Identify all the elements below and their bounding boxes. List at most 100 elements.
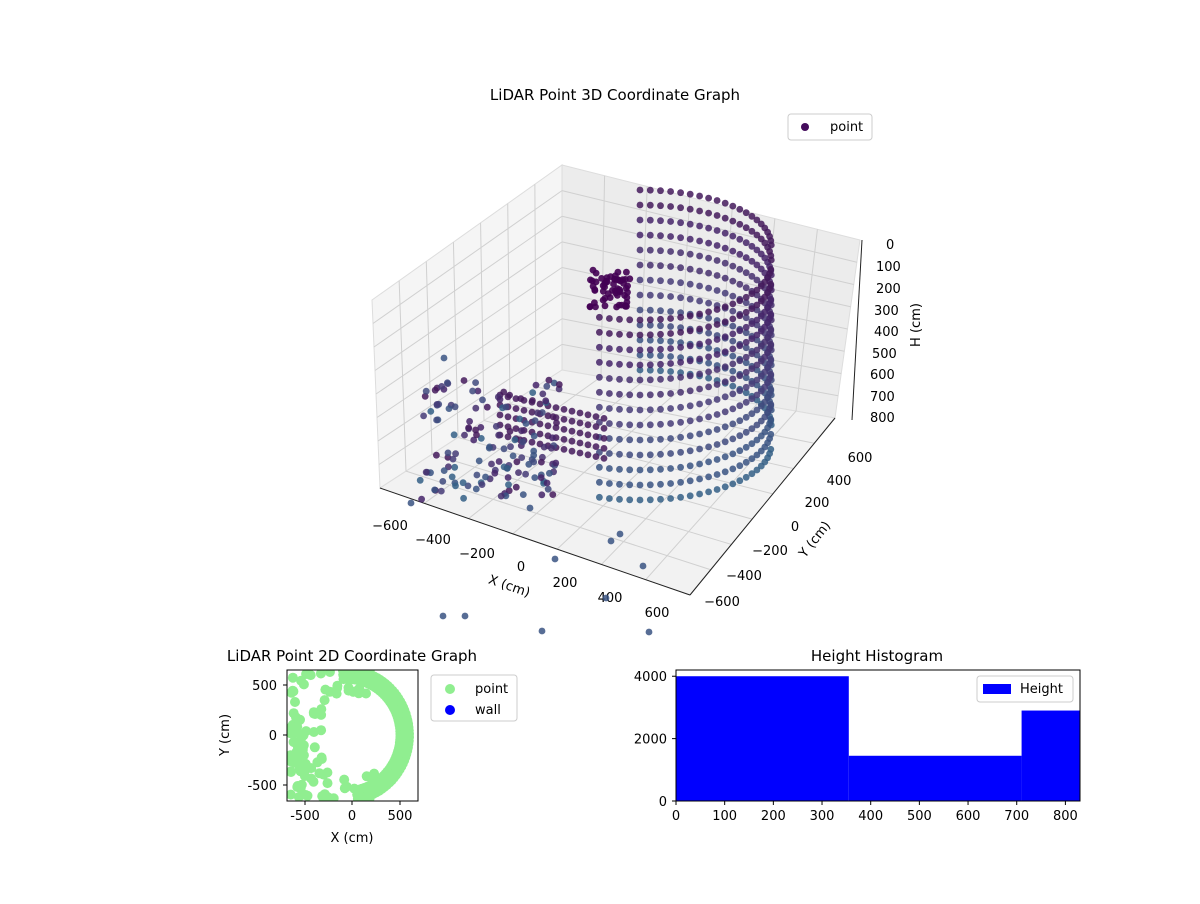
data-point	[496, 396, 504, 403]
scatter-point	[310, 709, 321, 719]
y-ticks-2d	[283, 684, 287, 786]
data-point	[504, 413, 512, 421]
chart-2d: LiDAR Point 2D Coordinate Graph -500 0 5…	[218, 647, 518, 846]
y-ticks-3d: −600 −400 −200 0 200 400 600	[704, 451, 872, 610]
data-point	[667, 218, 674, 225]
data-point	[532, 381, 540, 389]
data-point	[538, 627, 546, 635]
data-point	[713, 441, 721, 448]
y-tick-label: −200	[752, 544, 788, 559]
data-point	[451, 403, 459, 411]
data-point	[667, 465, 674, 472]
data-point	[636, 436, 644, 444]
data-point	[646, 366, 654, 374]
data-point	[713, 287, 721, 294]
data-point	[416, 476, 424, 484]
data-point	[600, 435, 608, 442]
data-point	[616, 420, 623, 428]
data-point	[729, 307, 737, 315]
grid-line	[561, 292, 845, 352]
grid-line	[377, 318, 563, 442]
data-point	[531, 417, 539, 424]
legend-2d: point wall	[430, 674, 518, 722]
data-point	[677, 403, 684, 411]
data-point	[721, 363, 729, 371]
scatter-point	[339, 783, 350, 794]
data-point	[459, 479, 467, 487]
data-point	[448, 473, 456, 481]
data-point	[636, 361, 644, 369]
data-point	[636, 466, 644, 474]
data-point	[696, 400, 703, 408]
data-point	[686, 190, 694, 198]
data-point	[636, 421, 644, 429]
data-point	[696, 355, 703, 363]
data-point	[530, 458, 538, 466]
data-point	[616, 495, 623, 503]
data-point	[636, 231, 644, 239]
data-point	[757, 387, 765, 395]
scatter-point	[292, 782, 303, 792]
data-point	[753, 436, 761, 444]
data-point	[753, 301, 761, 309]
data-point	[526, 504, 534, 512]
grid-line	[373, 215, 563, 348]
data-point	[552, 404, 560, 411]
data-point	[657, 202, 664, 210]
data-point	[636, 216, 644, 224]
data-point	[626, 406, 634, 414]
data-point	[705, 299, 712, 307]
data-point	[596, 343, 603, 351]
data-point	[748, 425, 756, 433]
data-point	[657, 465, 664, 473]
data-point	[657, 322, 664, 330]
data-point	[713, 411, 721, 418]
data-point	[592, 433, 600, 440]
data-point	[646, 496, 654, 504]
data-point	[512, 425, 520, 432]
data-point	[748, 272, 756, 280]
data-point	[657, 262, 664, 270]
data-point	[713, 257, 721, 264]
data-point	[721, 453, 729, 461]
data-point	[596, 463, 603, 471]
data-point	[646, 291, 654, 299]
data-point	[506, 427, 514, 435]
data-point	[646, 201, 654, 209]
data-point	[592, 453, 600, 460]
data-point	[753, 406, 761, 414]
data-point	[511, 436, 519, 444]
data-point	[757, 447, 765, 455]
x-tick-label: 0	[348, 809, 356, 824]
data-point	[449, 455, 457, 463]
data-point	[721, 259, 729, 267]
data-point	[657, 450, 664, 458]
data-point	[721, 244, 729, 252]
data-point	[736, 265, 744, 273]
data-point	[705, 383, 712, 391]
data-point	[636, 496, 644, 504]
data-point	[473, 431, 480, 439]
data-point	[705, 443, 712, 451]
data-point	[677, 279, 684, 287]
data-point	[530, 451, 538, 459]
data-point	[472, 404, 480, 412]
legend-3d-frame	[787, 113, 873, 141]
data-point	[721, 483, 729, 491]
data-point	[626, 331, 634, 339]
legend-3d-marker	[801, 123, 809, 131]
z-tick-label: 300	[874, 304, 899, 319]
data-point	[505, 481, 512, 489]
data-point	[657, 315, 664, 323]
data-point	[696, 222, 703, 230]
data-point	[736, 402, 744, 410]
data-point	[534, 409, 541, 417]
data-point	[705, 254, 712, 262]
data-point	[721, 214, 729, 222]
data-point	[606, 420, 613, 427]
data-point	[626, 421, 634, 429]
data-point	[748, 470, 756, 478]
scatter-point	[287, 672, 298, 683]
y-tick-label: 0	[791, 520, 799, 535]
scatter-point	[316, 725, 327, 736]
